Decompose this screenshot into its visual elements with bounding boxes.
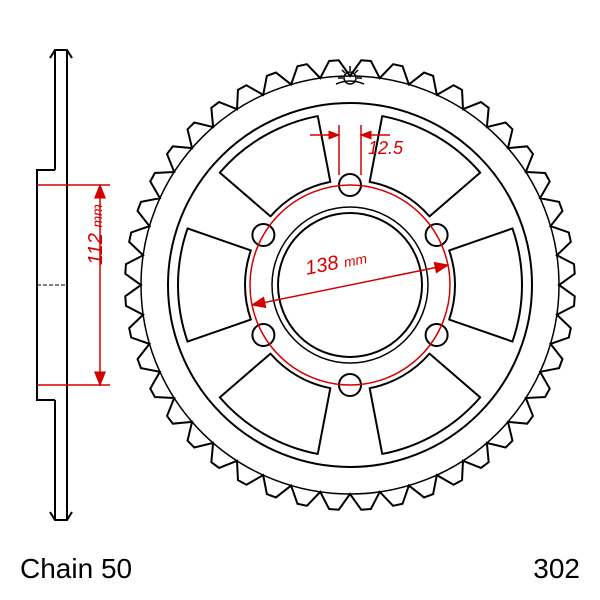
chain-label: Chain 50 bbox=[20, 553, 132, 585]
technical-diagram: 112 mm 138 mm 12.5 Chain 50 302 bbox=[0, 0, 600, 600]
side-profile bbox=[37, 50, 72, 520]
dimension-138 bbox=[250, 185, 450, 385]
dim-12-5-label: 12.5 bbox=[368, 138, 403, 159]
dim-112-label: 112 mm bbox=[85, 204, 108, 265]
diagram-svg bbox=[0, 0, 600, 600]
part-number-label: 302 bbox=[533, 553, 580, 585]
